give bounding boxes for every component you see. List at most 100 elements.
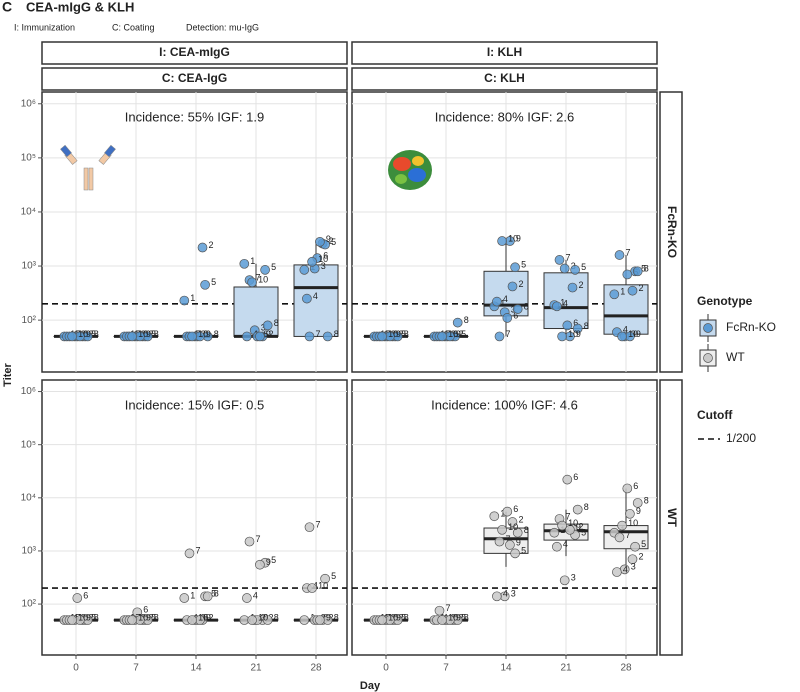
- point-label: 5: [271, 262, 276, 272]
- point-label: 2: [269, 329, 274, 339]
- strip-label: C: KLH: [484, 71, 525, 85]
- point-label: 6: [323, 251, 328, 261]
- y-tick-label: 10⁵: [21, 439, 36, 450]
- point: [494, 331, 505, 342]
- point-label: 9: [576, 329, 581, 339]
- point: [562, 474, 573, 485]
- point: [200, 279, 210, 290]
- point: [255, 331, 265, 342]
- point-label: 9: [266, 557, 271, 567]
- point: [302, 293, 312, 304]
- x-tick-label: 21: [250, 663, 262, 674]
- point-label: 8: [94, 329, 99, 339]
- y-tick-label: 10³: [22, 546, 37, 557]
- point-label: 10: [138, 612, 148, 622]
- panel-letter: C: [2, 0, 12, 15]
- point: [554, 255, 565, 265]
- point: [505, 540, 515, 550]
- point-label: 4: [623, 564, 628, 574]
- point: [322, 331, 333, 342]
- point: [492, 591, 502, 602]
- point-label: 1: [190, 590, 195, 600]
- point-label: 5: [461, 612, 466, 622]
- point: [565, 524, 575, 535]
- point: [67, 331, 77, 342]
- point: [260, 265, 270, 275]
- point-label: 8: [644, 264, 649, 274]
- x-tick-label: 7: [133, 663, 139, 674]
- point-label: 5: [641, 264, 646, 274]
- point-label: 9: [326, 234, 331, 244]
- point-label: 10: [318, 580, 328, 590]
- point-label: 7: [566, 511, 571, 521]
- strip: [41, 67, 348, 91]
- strip: [659, 379, 683, 656]
- point-label: 3: [571, 573, 576, 583]
- strip-label: C: CEA-IgG: [162, 71, 227, 85]
- point: [609, 289, 620, 300]
- point: [507, 517, 518, 527]
- note: C: Coating: [112, 22, 155, 32]
- point-label: 7: [506, 329, 511, 339]
- point-label: 6: [513, 504, 518, 514]
- point-label: 10: [78, 612, 88, 622]
- point-label: 5: [271, 555, 276, 565]
- point-label: 6: [513, 310, 518, 320]
- y-tick-label: 10⁶: [21, 386, 36, 397]
- y-tick-label: 10²: [22, 599, 37, 610]
- point-label: 5: [151, 329, 156, 339]
- point: [557, 520, 567, 531]
- x-tick-label: 7: [443, 663, 449, 674]
- point-label: 8: [404, 329, 409, 339]
- point-label: 10: [568, 518, 578, 528]
- y-tick-label: 10³: [22, 261, 37, 272]
- point-label: 10: [628, 518, 638, 528]
- point-label: 5: [211, 277, 216, 287]
- point-label: 10: [138, 329, 148, 339]
- point: [315, 615, 325, 625]
- box: [543, 272, 589, 330]
- point-label: 5: [331, 237, 336, 247]
- point-label: 5: [91, 329, 96, 339]
- point-label: 6: [633, 481, 638, 491]
- x-tick-label: 28: [620, 663, 632, 674]
- y-tick-label: 10⁴: [21, 207, 36, 218]
- point: [242, 331, 252, 342]
- y-tick-label: 10⁵: [21, 153, 36, 164]
- point-label: 3: [261, 612, 266, 622]
- point-label: 9: [266, 329, 271, 339]
- point-label: 5: [521, 260, 526, 270]
- panel: [351, 379, 658, 656]
- point-label: 5: [91, 612, 96, 622]
- point: [627, 554, 638, 565]
- point: [307, 256, 317, 267]
- point-label: 2: [639, 552, 644, 562]
- point-label: 9: [206, 329, 211, 339]
- point-label: 4: [563, 539, 568, 549]
- point-label: 7: [566, 252, 571, 262]
- point-label: 5: [401, 329, 406, 339]
- point: [299, 265, 310, 275]
- point: [262, 320, 273, 331]
- strip-label: WT: [665, 508, 679, 527]
- point: [244, 536, 255, 547]
- chart-title: CEA-mIgG & KLH: [26, 0, 134, 14]
- point-label: 8: [524, 525, 529, 535]
- point-label: 2: [519, 514, 524, 524]
- point: [559, 575, 570, 586]
- point-label: 7: [446, 603, 451, 613]
- point-label: 8: [584, 502, 589, 512]
- point: [262, 615, 273, 625]
- x-tick-label: 0: [383, 663, 389, 674]
- legend-key: [703, 323, 713, 333]
- y-tick-label: 10⁴: [21, 492, 36, 503]
- point: [239, 258, 250, 269]
- point-label: 9: [516, 233, 521, 243]
- point-label: 8: [644, 495, 649, 505]
- point-label: 4: [563, 299, 568, 309]
- point-label: 10: [78, 329, 88, 339]
- point: [494, 536, 505, 547]
- point-label: 9: [636, 329, 641, 339]
- point-label: 10: [508, 233, 518, 243]
- strip: [351, 67, 658, 91]
